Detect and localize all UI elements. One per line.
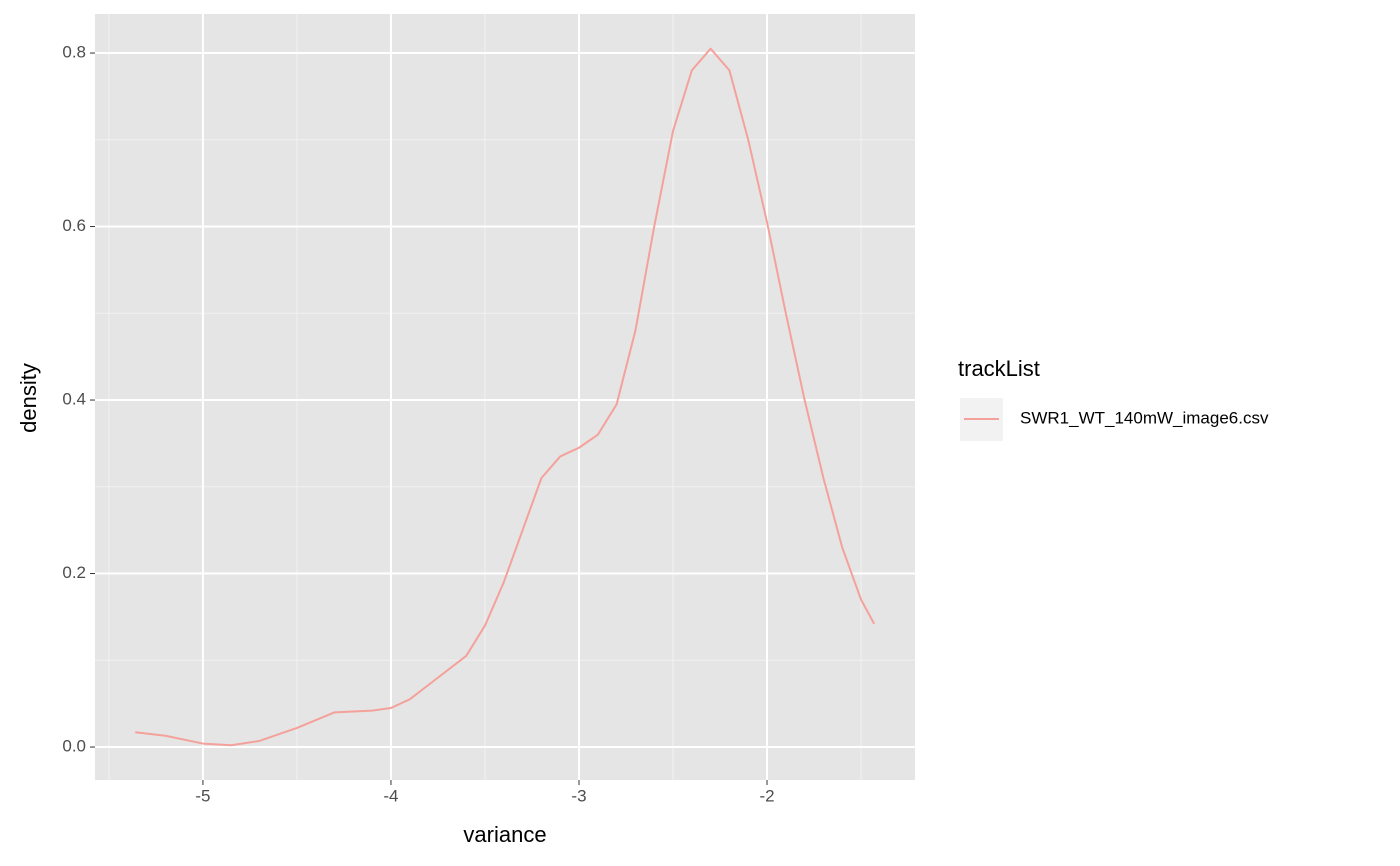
y-tick-label: 0.0	[62, 737, 86, 756]
x-tick-label: -3	[571, 786, 586, 805]
density-line	[135, 47, 876, 747]
y-tick-label: 0.2	[62, 563, 86, 582]
panel	[95, 14, 915, 780]
y-tick-label: 0.6	[62, 216, 86, 235]
x-axis-title: variance	[463, 822, 546, 847]
y-tick-label: 0.8	[62, 43, 86, 62]
legend-label: SWR1_WT_140mW_image6.csv	[1020, 408, 1269, 427]
legend-title: trackList	[958, 356, 1040, 381]
x-tick-label: -4	[383, 786, 398, 805]
x-tick-label: -5	[195, 786, 210, 805]
x-tick-label: -2	[759, 786, 774, 805]
y-tick-label: 0.4	[62, 390, 86, 409]
y-axis-title: density	[16, 363, 41, 433]
